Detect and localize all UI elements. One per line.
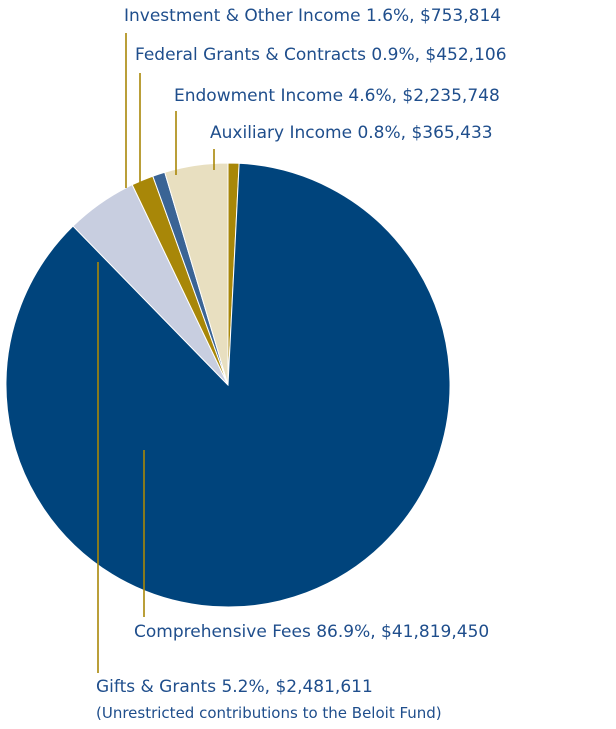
label-federal: Federal Grants & Contracts 0.9%, $452,10… xyxy=(135,45,507,65)
label-auxiliary: Auxiliary Income 0.8%, $365,433 xyxy=(210,123,493,143)
leader-lines xyxy=(97,33,215,673)
label-investment: Investment & Other Income 1.6%, $753,814 xyxy=(124,6,502,26)
slice-endowment xyxy=(164,162,229,386)
label-gifts: Gifts & Grants 5.2%, $2,481,611 xyxy=(96,677,373,697)
label-comprehensive: Comprehensive Fees 86.9%, $41,819,450 xyxy=(134,622,490,642)
slice-comprehensive xyxy=(5,162,451,608)
label-endowment: Endowment Income 4.6%, $2,235,748 xyxy=(174,86,500,106)
label-gifts-note: (Unrestricted contributions to the Beloi… xyxy=(96,704,442,722)
pie-slices xyxy=(5,162,451,608)
